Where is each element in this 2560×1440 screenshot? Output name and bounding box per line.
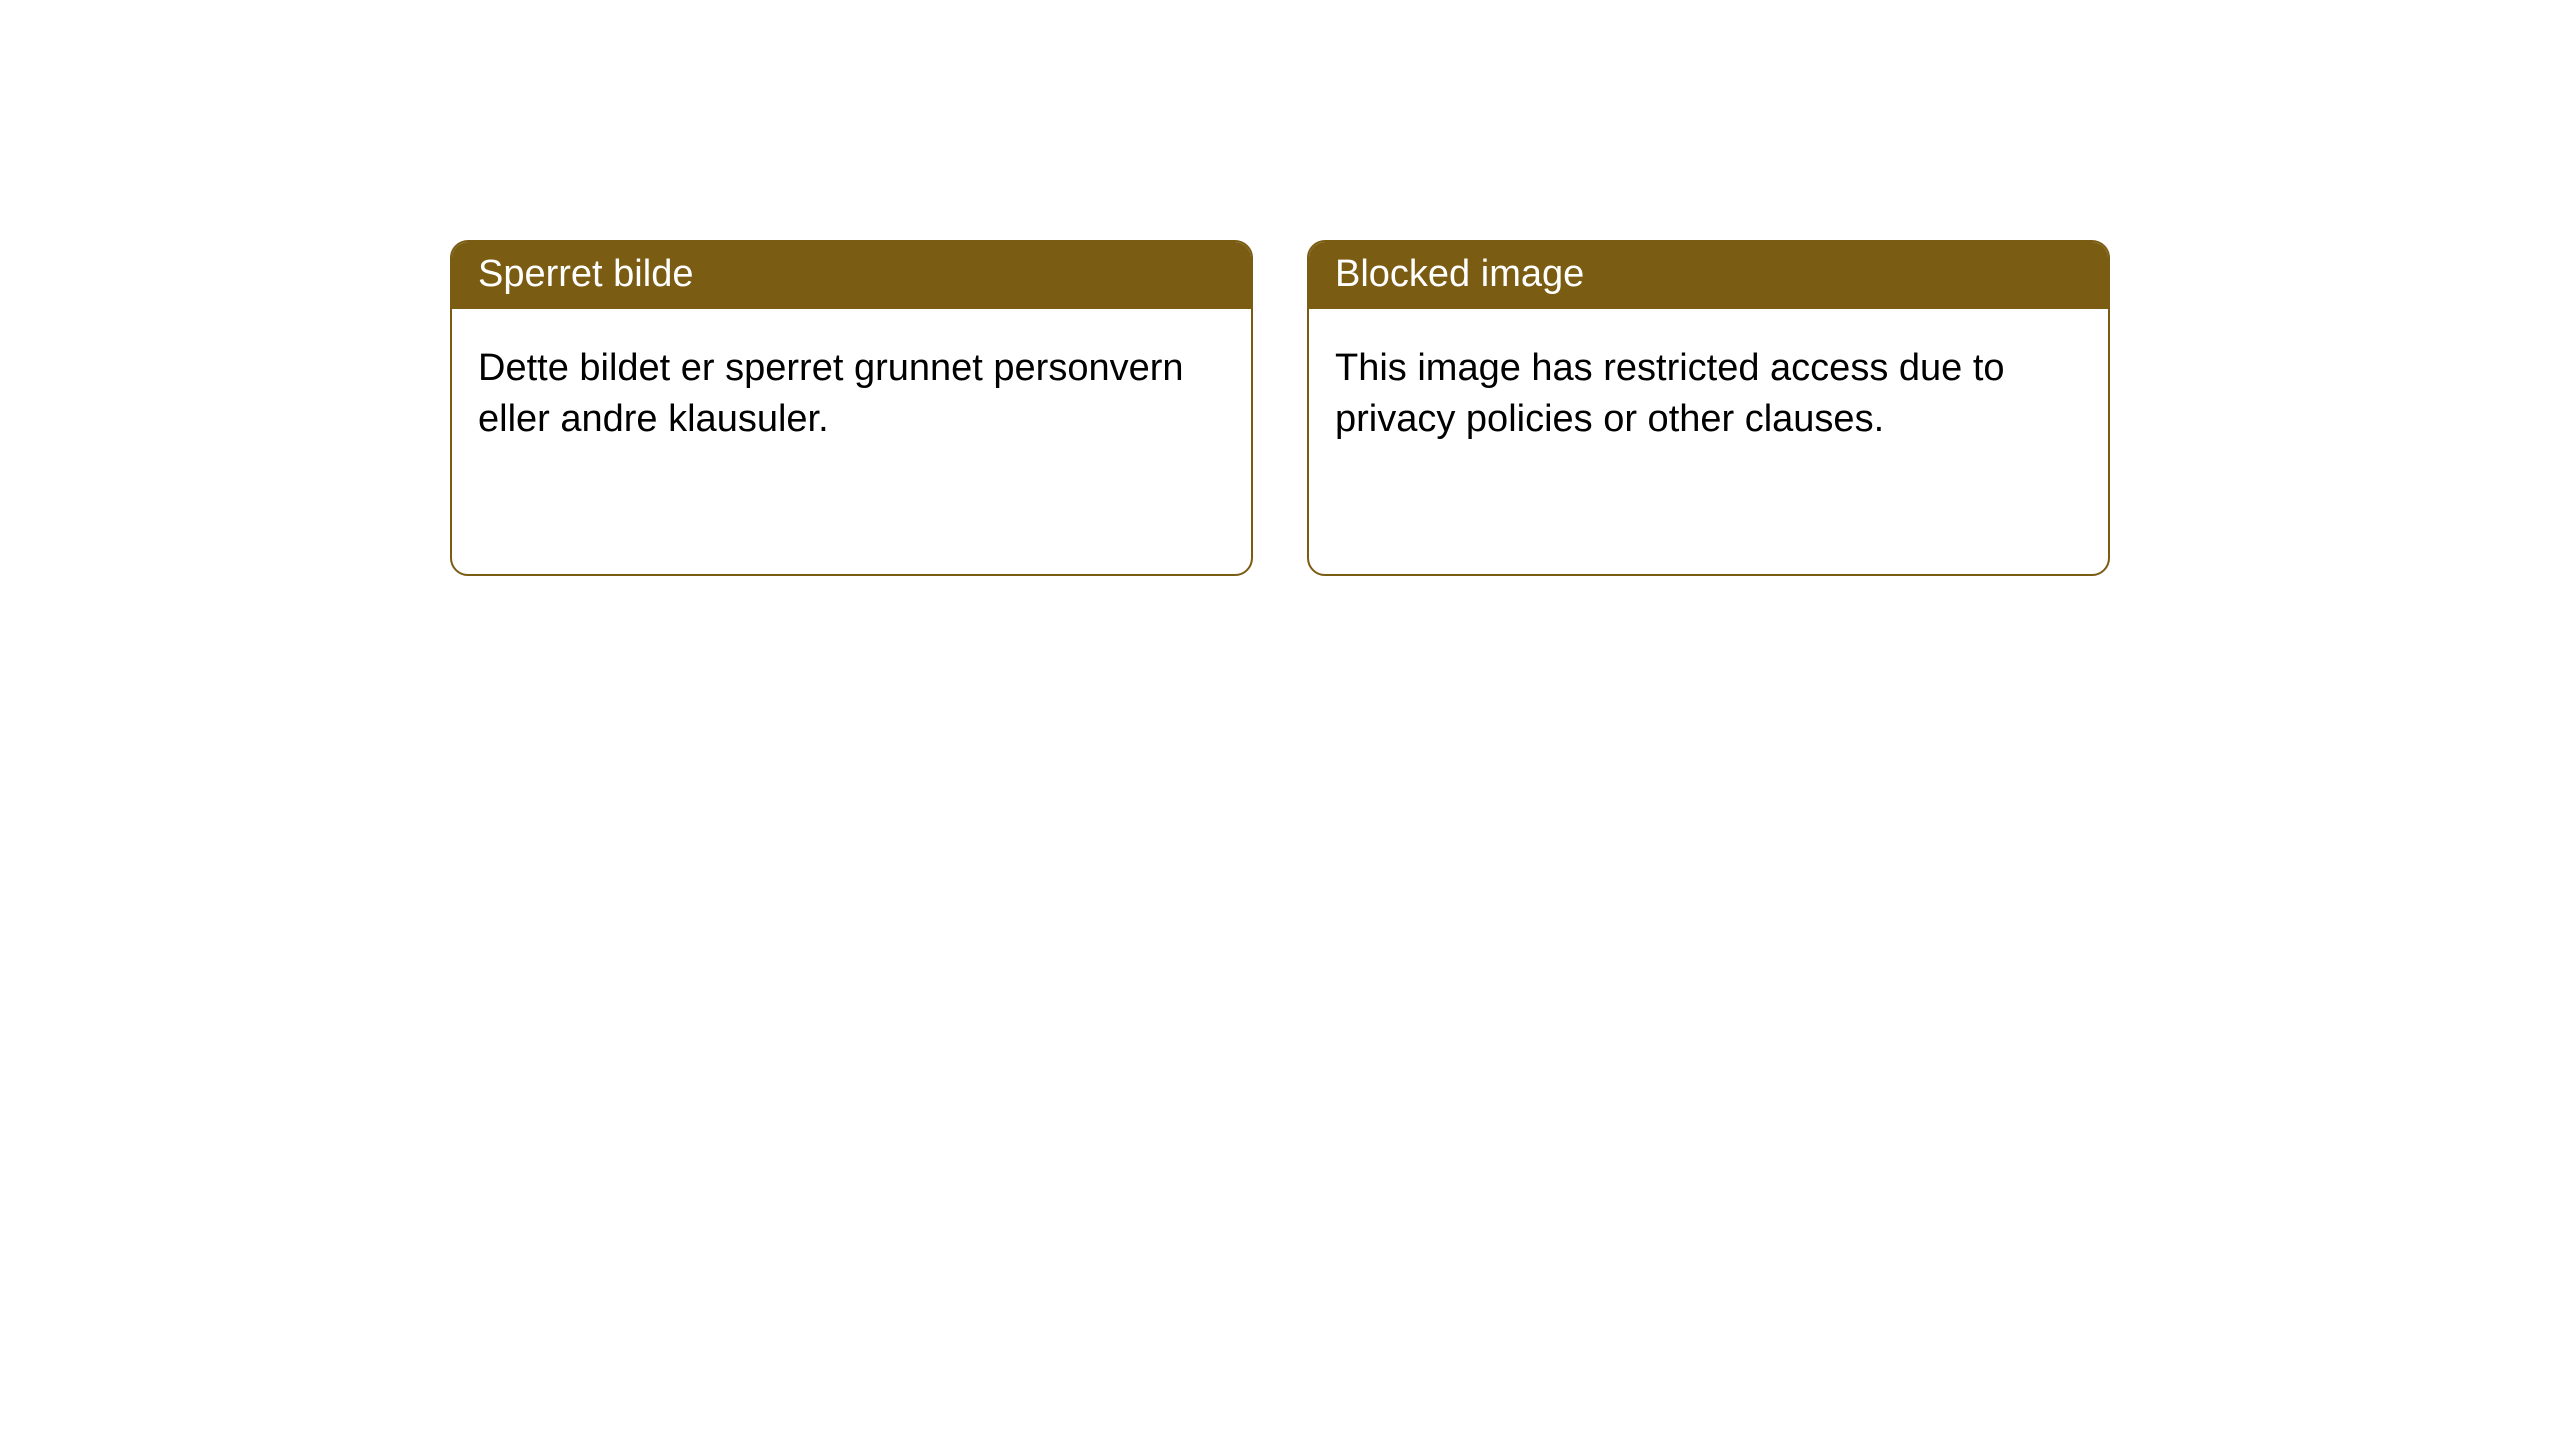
notice-card-norwegian: Sperret bilde Dette bildet er sperret gr… xyxy=(450,240,1253,576)
notice-body: This image has restricted access due to … xyxy=(1309,309,2108,479)
notice-header: Blocked image xyxy=(1309,242,2108,309)
notice-card-english: Blocked image This image has restricted … xyxy=(1307,240,2110,576)
notice-container: Sperret bilde Dette bildet er sperret gr… xyxy=(0,0,2560,576)
notice-header: Sperret bilde xyxy=(452,242,1251,309)
notice-body: Dette bildet er sperret grunnet personve… xyxy=(452,309,1251,479)
